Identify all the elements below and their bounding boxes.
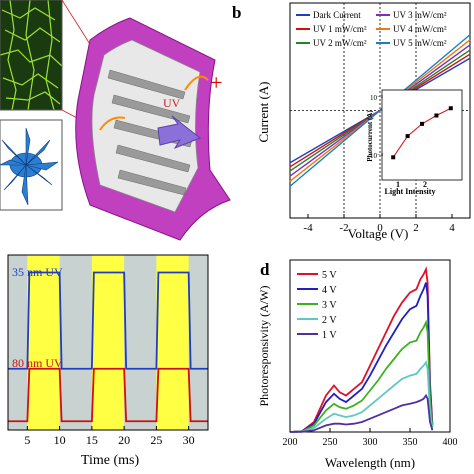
c-series-0 [8, 271, 208, 370]
nanostructure-shape [0, 127, 59, 206]
panel-b: b -4 -2 0 2 4 Voltage (V) Current (A) Dark C… [232, 2, 471, 241]
panel-c-uv-on-bands [27, 255, 189, 430]
d-legend-label-3: 2 V [322, 315, 337, 326]
d-legend-label-0: 5 V [322, 270, 337, 281]
inset-ytick-top: 10⁻³ [370, 94, 383, 102]
d-xtick-label-1: 250 [323, 437, 338, 448]
d-series-1 [289, 282, 434, 433]
b-legend-label-left-2: UV 2 mW/cm² [313, 38, 367, 48]
panel-a-schematic: UV + [0, 0, 231, 241]
b-inset-point-3 [434, 113, 439, 118]
panel-d-legend: 5 V 4 V 3 V 2 V 1 V [297, 270, 337, 341]
d-xtick-label-2: 300 [363, 437, 378, 448]
panel-c-series [8, 271, 208, 423]
b-inset-point-1 [405, 134, 410, 139]
b-xtick-label-3: 2 [413, 222, 419, 234]
b-series-5 [289, 34, 471, 187]
c-xtick-label-5: 30 [183, 433, 195, 447]
b-legend-label-left-0: Dark Current [313, 10, 361, 20]
c-xtick-label-1: 10 [54, 433, 66, 447]
b-inset-point-2 [420, 121, 424, 126]
panel-d: d 5 V 4 V 3 V 2 V 1 V 200 250 300 350 400 Wavele… [257, 259, 458, 470]
d-series-2 [289, 319, 434, 433]
c-uv-on-band-0 [27, 255, 60, 430]
inset-ytick-bottom: 10⁻⁴ [370, 152, 384, 160]
d-xtick-label-3: 350 [403, 437, 418, 448]
b-legend-label-left-1: UV 1 mW/cm² [313, 24, 367, 34]
sem-texture [0, 0, 63, 111]
panel-d-letter: d [260, 260, 270, 279]
d-xtick-label-4: 400 [443, 437, 458, 448]
c-xtick-label-0: 5 [24, 433, 30, 447]
panel-b-legend: Dark Current UV 1 mW/cm² UV 2 mW/cm² UV 3 m… [296, 10, 447, 48]
b-legend-label-right-1: UV 4 mW/cm² [393, 24, 447, 34]
annotation-80nm: 80 nm UV [12, 356, 63, 370]
c-series-1 [8, 367, 208, 423]
c-xtick-label-4: 25 [150, 433, 162, 447]
d-series-0 [289, 266, 434, 433]
b-xtick-label-4: 4 [449, 222, 455, 234]
b-inset-point-0 [391, 155, 396, 160]
electron-arrow [184, 75, 209, 91]
panel-b-inset [391, 106, 453, 160]
panel-b-letter: b [232, 3, 241, 22]
b-inset-point-4 [448, 106, 453, 111]
d-legend-label-1: 4 V [322, 285, 337, 296]
c-uv-on-band-2 [156, 255, 189, 430]
panel-d-ylabel: Photoresponsivity (A/W) [257, 286, 271, 407]
panel-b-xticks: -4 -2 0 2 4 [303, 214, 455, 234]
panel-d-xlabel: Wavelength (nm) [325, 455, 415, 470]
c-uv-on-band-1 [91, 255, 125, 430]
panel-b-inset-frame [381, 89, 463, 181]
plus-sign: + [210, 70, 222, 95]
c-xtick-label-2: 15 [86, 433, 98, 447]
d-series-3 [289, 360, 434, 433]
inset-xtick-1: 1 [396, 180, 400, 189]
annotation-35nm: 35 nm UV [12, 265, 63, 279]
d-xtick-label-0: 200 [283, 437, 298, 448]
panel-d-xticks: 200 250 300 350 400 [283, 428, 458, 448]
b-xtick-label-2: 0 [377, 222, 383, 234]
panel-c-xticks: 5 10 15 20 25 30 [24, 426, 195, 447]
uv-label: UV [163, 96, 181, 110]
panel-b-xlabel: Voltage (V) [348, 226, 409, 241]
inset-ylabel: Photocurrent (A) [366, 110, 374, 162]
inset-xlabel: Light Intensity [385, 187, 436, 196]
b-legend-label-right-2: UV 5 mW/cm² [393, 38, 447, 48]
inset-xtick-2: 2 [423, 180, 427, 189]
b-xtick-label-1: -2 [339, 222, 348, 234]
panel-b-series [289, 34, 471, 187]
d-legend-label-4: 1 V [322, 330, 337, 341]
b-legend-label-right-0: UV 3 mW/cm² [393, 10, 447, 20]
panel-c-frame-outline [7, 254, 209, 431]
panel-c: 35 nm UV 80 nm UV 5 10 15 20 25 30 Time (ms) [7, 254, 209, 468]
d-series-4 [289, 393, 434, 433]
panel-c-xlabel: Time (ms) [81, 453, 140, 468]
hole-arrow [99, 116, 126, 131]
panel-d-series [289, 266, 434, 433]
panel-b-ylabel: Current (A) [256, 81, 271, 142]
uv-arrow [157, 115, 201, 150]
c-xtick-label-3: 20 [118, 433, 130, 447]
d-legend-label-2: 3 V [322, 300, 337, 311]
sem-frame [0, 0, 63, 111]
b-xtick-label-0: -4 [303, 222, 313, 234]
